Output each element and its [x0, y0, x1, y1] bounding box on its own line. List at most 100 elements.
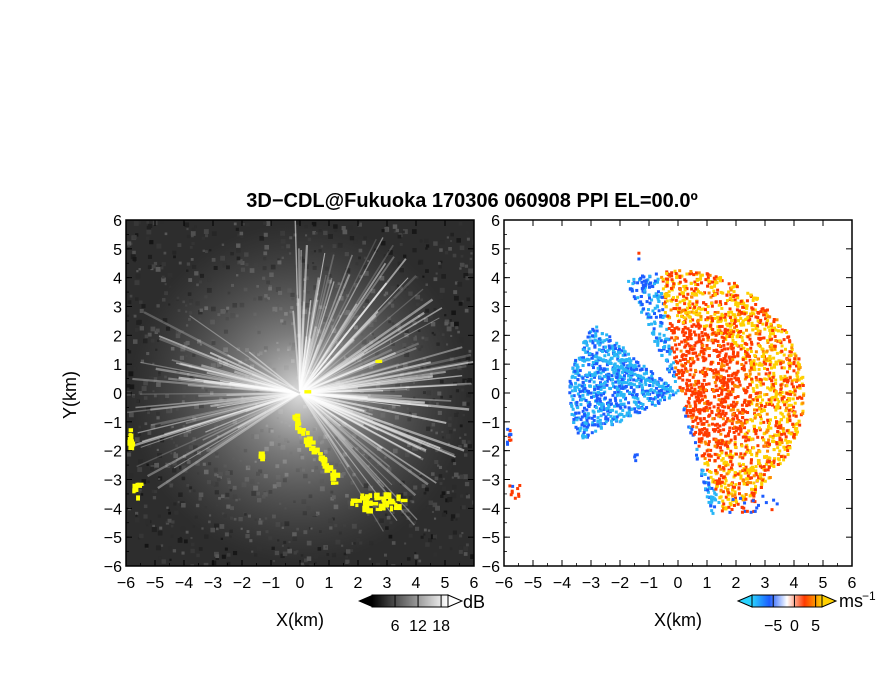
snr-noise-speck	[413, 521, 417, 524]
velocity-cell	[753, 354, 757, 358]
snr-echo-ray	[237, 392, 301, 429]
velocity-cell	[710, 304, 714, 308]
velocity-cell	[741, 305, 745, 309]
velocity-cell	[753, 416, 757, 420]
velocity-cell	[573, 387, 577, 391]
velocity-cell	[778, 462, 782, 466]
velocity-cell	[728, 316, 732, 320]
velocity-cell	[716, 370, 720, 374]
velocity-cell	[791, 409, 795, 413]
velocity-cell	[681, 387, 685, 391]
snr-noise-speck	[459, 262, 464, 267]
velocity-cell	[772, 356, 776, 360]
velocity-cell	[670, 271, 674, 275]
velocity-cell	[774, 360, 778, 364]
velocity-cell	[676, 389, 680, 393]
velocity-cell	[587, 363, 591, 367]
velocity-cell	[728, 419, 732, 423]
snr-noise-speck	[458, 301, 463, 306]
velocity-cell	[781, 360, 785, 364]
velocity-cell	[777, 433, 781, 437]
snr-echo-ray	[299, 298, 434, 394]
snr-noise-speck	[147, 254, 153, 259]
snr-noise-speck	[135, 514, 138, 517]
velocity-cell	[718, 316, 722, 320]
snr-noise-speck	[464, 453, 468, 457]
velocity-cell	[736, 385, 740, 389]
snr-noise-speck	[127, 300, 132, 305]
velocity-cell	[738, 383, 742, 387]
velocity-cell	[787, 408, 791, 412]
velocity-cell	[795, 430, 799, 434]
velocity-cell	[628, 362, 632, 366]
snr-noise-speck	[192, 525, 195, 528]
velocity-cell	[693, 293, 697, 297]
snr-strong-echo-cell	[132, 484, 138, 488]
velocity-cell	[725, 362, 729, 366]
velocity-cell	[598, 402, 602, 406]
velocity-cell	[734, 303, 738, 307]
velocity-cell	[715, 378, 719, 382]
velocity-cell	[660, 291, 664, 295]
velocity-cell	[573, 369, 577, 373]
velocity-cell	[708, 458, 712, 462]
velocity-cell	[711, 495, 715, 499]
snr-noise-speck	[440, 494, 444, 498]
velocity-cell	[727, 366, 731, 370]
velocity-cell	[756, 444, 760, 448]
velocity-cell	[729, 460, 733, 464]
velocity-cell	[735, 371, 739, 375]
velocity-cell	[718, 325, 722, 329]
velocity-cell	[716, 426, 720, 430]
velocity-cell	[699, 307, 703, 311]
velocity-cell	[622, 395, 626, 399]
velocity-cell	[632, 388, 636, 392]
velocity-cell	[789, 392, 793, 396]
velocity-cell	[686, 337, 690, 341]
snr-noise-speck	[151, 527, 157, 533]
velocity-cell	[641, 274, 645, 278]
velocity-cell	[614, 399, 618, 403]
velocity-cell	[772, 363, 776, 367]
snr-noise-speck	[467, 378, 473, 383]
snr-noise-speck	[439, 240, 445, 245]
velocity-cell	[647, 323, 651, 327]
snr-strong-echo-cell	[297, 427, 301, 434]
snr-noise-speck	[464, 308, 469, 313]
velocity-cell	[657, 300, 661, 304]
snr-strong-echo-cell	[400, 498, 408, 503]
velocity-cell	[705, 272, 709, 276]
velocity-cell	[717, 319, 721, 323]
velocity-cell	[752, 446, 756, 450]
velocity-cell	[684, 362, 688, 366]
velocity-cell	[734, 426, 738, 430]
velocity-cell	[714, 384, 718, 388]
velocity-cell	[716, 288, 720, 292]
velocity-cell	[576, 371, 580, 375]
velocity-cell	[730, 492, 734, 496]
snr-noise-speck	[186, 234, 191, 239]
velocity-cell	[763, 327, 767, 331]
velocity-cell	[715, 422, 719, 426]
snr-echo-ray	[249, 377, 301, 394]
velocity-cell	[620, 378, 624, 382]
snr-noise-speck	[470, 252, 473, 255]
velocity-cell	[755, 479, 759, 483]
velocity-cell	[788, 358, 792, 362]
velocity-cell	[582, 397, 586, 401]
velocity-cell	[650, 402, 654, 406]
velocity-cell	[581, 376, 585, 380]
velocity-cell	[729, 288, 733, 292]
velocity-cell	[738, 455, 742, 459]
velocity-cell	[577, 383, 581, 387]
velocity-cell	[647, 313, 651, 317]
snr-noise-speck	[392, 224, 398, 229]
velocity-cell	[658, 336, 662, 340]
velocity-cell	[576, 378, 580, 382]
snr-noise-speck	[457, 281, 463, 287]
snr-noise-speck	[147, 480, 150, 484]
snr-strong-echo-cell	[365, 497, 369, 502]
velocity-cell	[722, 343, 726, 347]
velocity-cell	[743, 418, 747, 422]
velocity-cell	[680, 291, 684, 295]
